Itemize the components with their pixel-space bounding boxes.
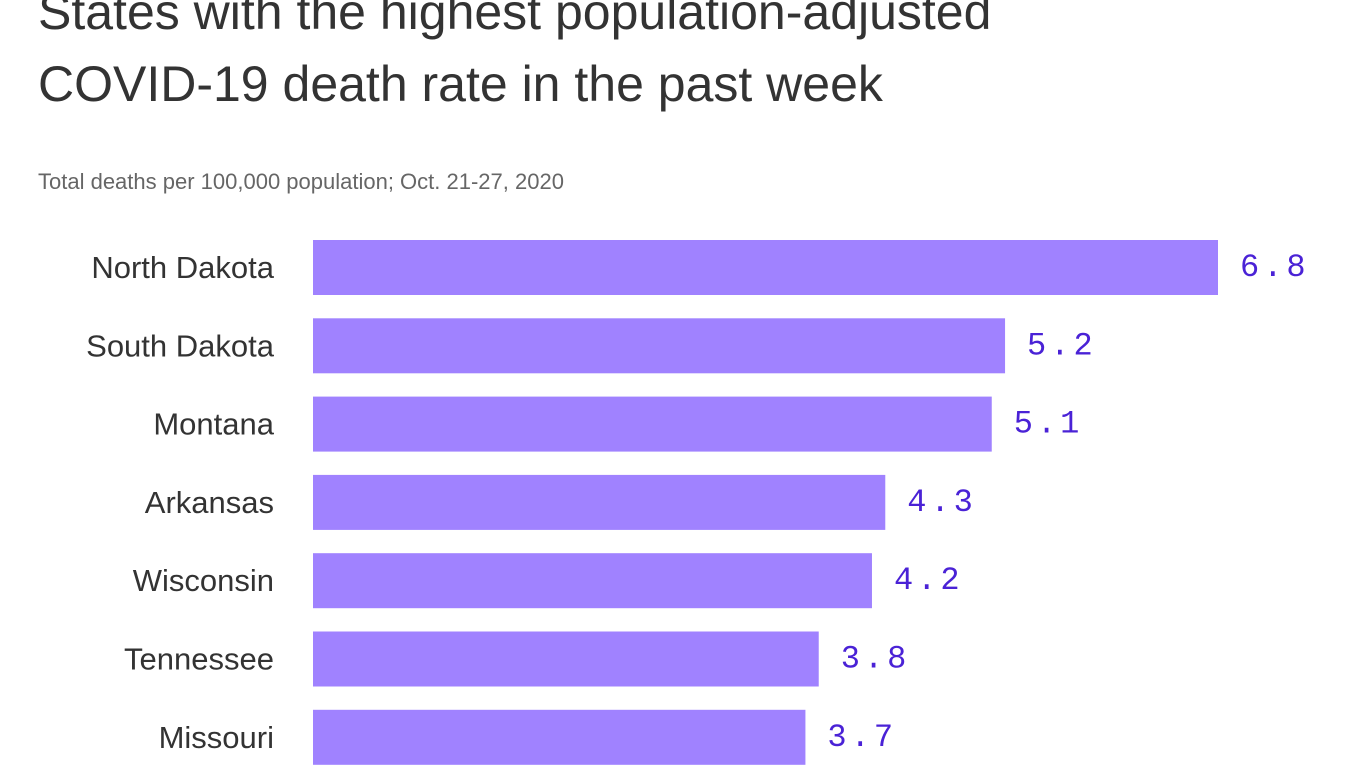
bar-south-dakota (313, 318, 1006, 374)
category-label-arkansas: Arkansas (145, 485, 274, 520)
chart-subtitle: Total deaths per 100,000 population; Oct… (38, 169, 564, 194)
category-label-montana: Montana (153, 407, 274, 442)
value-label-arkansas: 4.3 (907, 484, 977, 521)
bar-north-dakota (313, 240, 1218, 295)
value-label-wisconsin: 4.2 (894, 562, 964, 599)
value-label-tennessee: 3.8 (841, 641, 911, 678)
value-label-south-dakota: 5.2 (1027, 327, 1097, 364)
bar-missouri (313, 709, 806, 765)
value-label-missouri: 3.7 (827, 719, 897, 756)
category-label-wisconsin: Wisconsin (133, 563, 274, 598)
value-label-montana: 5.1 (1014, 406, 1084, 443)
category-label-missouri: Missouri (159, 720, 274, 755)
bar-arkansas (313, 474, 886, 530)
category-label-south-dakota: South Dakota (86, 328, 275, 363)
chart-title: States with the highest population-adjus… (38, 0, 992, 112)
bar-montana (313, 396, 992, 452)
value-label-north-dakota: 6.8 (1240, 249, 1310, 286)
bar-wisconsin (313, 553, 872, 609)
bar-tennessee (313, 631, 819, 687)
category-label-tennessee: Tennessee (124, 642, 274, 677)
category-label-north-dakota: North Dakota (91, 250, 274, 285)
